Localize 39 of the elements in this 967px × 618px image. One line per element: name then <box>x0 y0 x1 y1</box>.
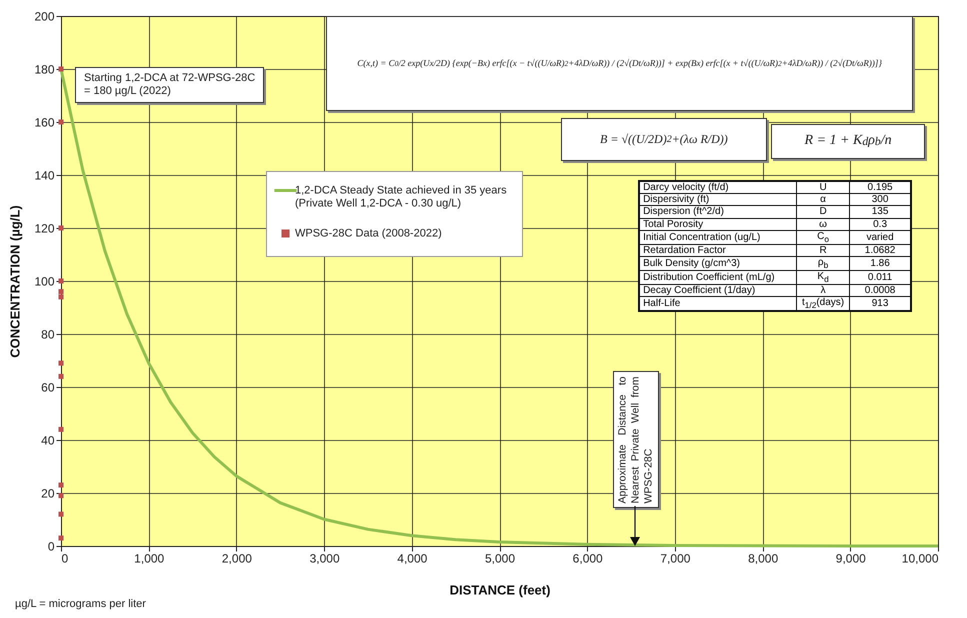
x-tick-label: 0 <box>62 552 68 566</box>
text: Darcy velocity (ft/d) U 0.195 <box>643 182 893 193</box>
text: µg/L = micrograms per liter <box>15 598 146 612</box>
legend-label: WPSG-28C Data (2008-2022) <box>295 228 442 240</box>
annotation: Starting 1,2-DCA at 72-WPSG-28C = 180 µg/L (2022) <box>75 67 264 104</box>
y-tick-label: 180 <box>34 62 55 76</box>
text: Distribution Coefficient (mL/g) K$_{d}$ 0.011 <box>643 271 892 284</box>
x-axis-title: DISTANCE (feet) <box>450 582 550 598</box>
x-tick-label: 10,000 <box>902 552 939 566</box>
legend-label: 1,2-DCA Steady State achieved in 35 years (Private Well 1,2-DCA - 0.30 ug/L) <box>295 184 508 210</box>
text: Half-Life t$_{1/2}$(days) 913 <box>643 297 888 310</box>
x-tick-label: 6,000 <box>572 552 604 566</box>
y-tick-label: 100 <box>34 274 55 288</box>
y-tick-label: 60 <box>41 380 55 394</box>
text: Decay Coefficient (1/day) λ 0.0008 <box>643 285 896 296</box>
y-tick-label: 160 <box>34 116 55 130</box>
x-tick-label: 1,000 <box>134 552 165 566</box>
x-tick-label: 9,000 <box>836 552 866 566</box>
text: Dispersivity (ft) α 300 <box>643 194 888 206</box>
text: Retardation Factor R 1.0682 <box>643 245 896 256</box>
y-tick-label: 0 <box>48 540 55 554</box>
text: Dispersion (ft^2/d) D 135 <box>643 206 888 218</box>
text: Total Porosity ω 0.3 <box>643 218 888 230</box>
x-tick-label: 8,000 <box>748 552 778 566</box>
x-tick-label: 3,000 <box>310 552 340 566</box>
y-tick-label: 80 <box>41 328 55 342</box>
y-tick-label: 120 <box>34 222 55 236</box>
x-tick-label: 2,000 <box>222 552 252 566</box>
x-tick-label: 4,000 <box>397 552 428 566</box>
text: Initial Concentration (ug/L) C$_{o}$ varied <box>643 230 894 244</box>
y-axis-title: CONCENTRATION (µg/L) <box>7 205 22 358</box>
y-tick-label: 40 <box>41 434 55 448</box>
annotation: Approximate Distance to Nearest Private Well from WPSG-28C <box>616 376 656 503</box>
x-tick-label: 5,000 <box>484 552 516 566</box>
y-tick-label: 140 <box>34 168 55 182</box>
text: Bulk Density (g/cm^3) ρ$_{b}$ 1.86 <box>643 257 890 270</box>
x-tick-label: 7,000 <box>660 552 691 566</box>
y-tick-label: 200 <box>34 10 55 24</box>
y-tick-label: 20 <box>41 486 55 500</box>
